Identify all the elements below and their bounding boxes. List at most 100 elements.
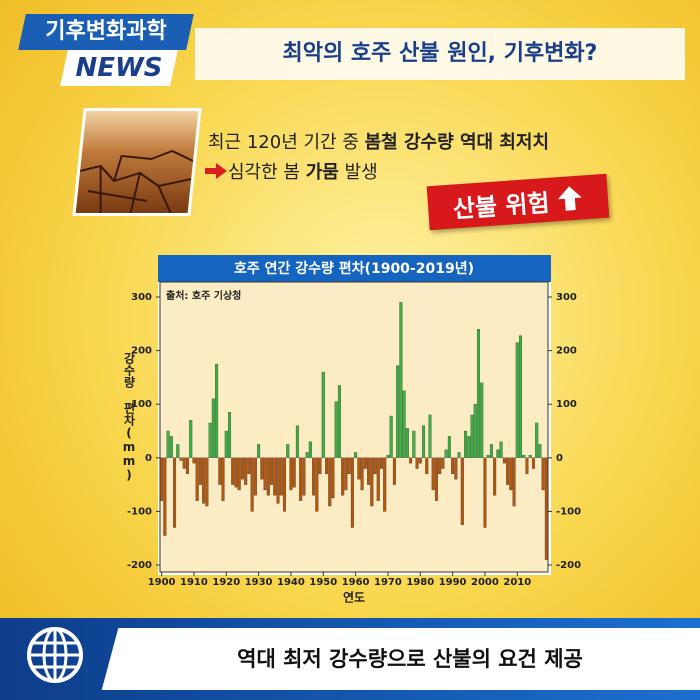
bar <box>260 457 264 480</box>
up-icon <box>558 186 583 211</box>
chart: 호주 연간 강수량 편차(1900-2019년) 출처: 호주 기상청 연도 -… <box>127 255 581 605</box>
footer-caption: 역대 최저 강수량으로 산불의 요건 제공 <box>237 647 583 671</box>
bar <box>405 428 409 458</box>
bar <box>192 457 196 464</box>
bar <box>295 425 299 458</box>
bar <box>360 457 364 491</box>
news: NEWS <box>75 53 163 83</box>
bar <box>325 457 329 475</box>
arrow-icon <box>205 163 227 179</box>
bar <box>321 371 325 458</box>
bar <box>457 452 461 458</box>
bar <box>308 441 312 458</box>
bar <box>451 457 455 475</box>
headline-bg <box>195 28 685 80</box>
x-tick-label: 1900 <box>148 577 176 588</box>
source: 출처: 호주 기상청 <box>166 289 241 302</box>
alert: 산불 위험 <box>426 173 610 231</box>
bar <box>292 457 296 488</box>
bar <box>315 457 319 512</box>
bar <box>544 457 548 560</box>
bar <box>415 457 419 469</box>
bar <box>444 449 448 458</box>
bar <box>541 457 545 491</box>
y2-tick-label: -200 <box>556 560 581 571</box>
bar <box>286 444 290 458</box>
bar <box>240 457 244 480</box>
bar <box>305 452 309 458</box>
bar <box>438 457 442 475</box>
y-tick-label: -100 <box>127 506 152 517</box>
bar <box>228 412 232 458</box>
x-label: 연도 <box>343 590 365 605</box>
bar <box>312 457 316 496</box>
bar <box>279 457 283 496</box>
x-tick-label: 1910 <box>180 577 208 588</box>
bar <box>331 457 335 499</box>
y2-tick-label: 300 <box>556 292 577 303</box>
bar <box>409 457 413 464</box>
bar <box>502 457 506 464</box>
line2-row: 심각한 봄 가뭄 발생 <box>204 158 378 184</box>
text-segment: 발생 <box>338 162 378 183</box>
bar <box>289 457 293 491</box>
bar <box>189 420 193 458</box>
bar <box>496 449 500 458</box>
bar <box>263 457 267 491</box>
bar <box>195 457 199 501</box>
x-tick-label: 1980 <box>406 577 434 588</box>
bar <box>460 457 464 525</box>
cracks <box>79 149 194 214</box>
bar <box>169 436 173 458</box>
y2-tick-label: 0 <box>556 453 563 464</box>
y-tick-label: -200 <box>127 560 152 571</box>
bar <box>412 430 416 458</box>
bar <box>535 422 539 458</box>
bar <box>350 457 354 528</box>
bar <box>205 457 209 507</box>
bar <box>499 441 503 458</box>
bar <box>221 457 225 501</box>
chart-title: 호주 연간 강수량 편차(1900-2019년) <box>234 260 474 277</box>
bar <box>176 444 180 458</box>
bar <box>257 444 261 458</box>
bar <box>431 457 435 491</box>
bar <box>531 457 535 469</box>
bar <box>441 457 445 469</box>
bar <box>528 454 532 458</box>
text-segment: 심각한 봄 <box>228 162 306 183</box>
bar <box>379 457 383 469</box>
x-tick-label: 1950 <box>309 577 337 588</box>
bar <box>493 457 497 496</box>
bar <box>318 457 322 475</box>
bar <box>266 457 270 496</box>
bar <box>480 382 484 458</box>
bar <box>337 385 341 458</box>
bar <box>299 457 303 501</box>
y-tick-label: 200 <box>131 346 152 357</box>
bar <box>244 457 248 485</box>
bar <box>166 430 170 458</box>
bar <box>270 457 274 485</box>
x-tick-label: 2000 <box>471 577 499 588</box>
bar <box>434 457 438 501</box>
bar <box>392 457 396 485</box>
globe-icon <box>27 627 83 683</box>
bar <box>373 457 377 475</box>
bar <box>218 457 222 485</box>
bar <box>250 457 254 512</box>
bar <box>447 436 451 458</box>
bar <box>376 457 380 501</box>
bar <box>422 425 426 458</box>
bar <box>237 457 241 491</box>
x-tick-label: 1960 <box>342 577 370 588</box>
bar <box>341 457 345 496</box>
bar <box>202 457 206 504</box>
bar <box>428 414 432 458</box>
bar <box>370 457 374 507</box>
bar <box>211 398 215 458</box>
bar <box>282 457 286 512</box>
x-tick-label: 1970 <box>374 577 402 588</box>
bar <box>276 457 280 504</box>
